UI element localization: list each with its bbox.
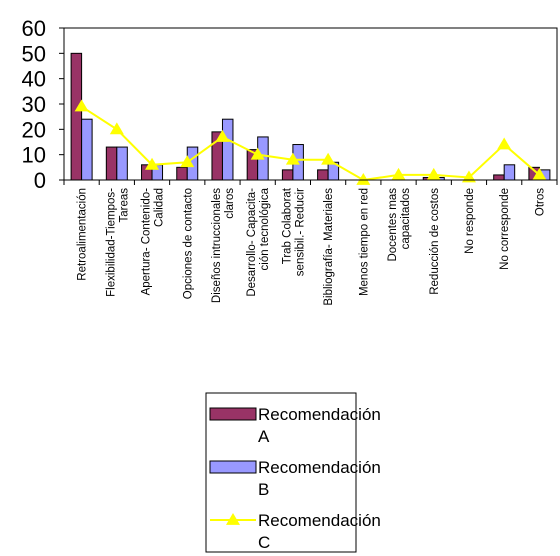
y-tick-label: 0 [34, 168, 46, 193]
series-line [81, 105, 541, 182]
x-tick-label: Docentes mas capacitados [387, 188, 412, 262]
series-marker [391, 167, 406, 180]
legend-label: Recomendación [258, 511, 381, 530]
x-tick-label-line: Retroalimentación [77, 188, 89, 281]
x-tick-label-line: Otros [534, 188, 546, 216]
bar [281, 169, 294, 181]
legend-swatch-marker [226, 513, 240, 525]
x-tick-label-line: Opciones de contacto [182, 188, 194, 299]
series-marker [180, 155, 195, 168]
legend-swatch [209, 407, 257, 421]
x-tick-label: Bibliografía- Materiales [323, 188, 335, 306]
x-tick-label-line: Menos tiempo en red [358, 188, 370, 296]
x-tick-label-line: Calidad [154, 188, 166, 227]
x-tick-label: Apertura- Contenido- Calidad [141, 188, 166, 296]
x-axis: Retroalimentación Flexibilidad-Tiempos- Ta… [63, 179, 558, 306]
bar [81, 118, 93, 181]
series-marker [74, 99, 89, 112]
series-marker [532, 167, 547, 180]
x-tick-label-line: sensibil.- Reducir [294, 188, 306, 276]
x-tick-label-line: Trab Colaborat [281, 187, 293, 264]
series-marker [497, 137, 512, 150]
x-tick-label: Retroalimentación [77, 188, 89, 281]
series-marker [426, 167, 441, 180]
series-marker [285, 152, 300, 165]
series-marker [321, 152, 336, 165]
bar [105, 146, 118, 181]
x-tick-label: Opciones de contacto [182, 188, 194, 299]
x-tick-label-line: Tareas [118, 188, 130, 223]
y-tick-label: 40 [22, 67, 46, 92]
plot-area [64, 27, 558, 185]
x-tick-label-line: No corresponde [499, 188, 511, 270]
x-tick-label: No corresponde [499, 188, 511, 270]
bar [176, 166, 188, 181]
y-tick-label: 30 [22, 92, 46, 117]
x-tick-label: Desarrollo- Capacita-ción tecnológica [246, 187, 271, 296]
x-tick-label: Menos tiempo en red [358, 188, 370, 296]
y-tick-label: 20 [22, 117, 46, 142]
bar [317, 169, 329, 181]
legend-label: A [258, 427, 270, 446]
x-tick-label-line: Bibliografía- Materiales [323, 188, 335, 306]
x-tick-label-line: Diseños intruccionales [211, 188, 223, 303]
series-marker [356, 173, 371, 185]
legend-swatch [209, 460, 257, 474]
x-tick-label-line: No responde [464, 188, 476, 254]
legend-label: B [258, 480, 269, 499]
legend-label: C [258, 533, 270, 552]
y-tick-label: 50 [22, 41, 46, 66]
x-tick-label-line: Flexibilidad-Tiempos- [105, 188, 117, 297]
x-tick-label: No responde [464, 188, 476, 254]
x-tick-label-line: Desarrollo- Capacita- [246, 188, 258, 297]
legend: Recomendación A Recomendación B Recomendació… [205, 392, 381, 553]
y-tick-label: 10 [22, 143, 46, 168]
x-tick-label-line: Apertura- Contenido- [141, 188, 153, 296]
bar [503, 164, 516, 181]
x-tick-label-line: ción tecnológica [259, 187, 271, 270]
x-tick-label: Otros [534, 188, 546, 216]
x-tick-label-line: claros [224, 188, 236, 219]
bar [116, 146, 128, 181]
x-tick-label: Diseños intruccionales claros [211, 188, 236, 303]
series-marker [215, 129, 230, 142]
series-marker [145, 157, 160, 170]
bar [221, 118, 234, 181]
bar [70, 52, 83, 181]
plot-border [64, 27, 558, 180]
series-marker [250, 147, 265, 160]
x-tick-label-line: Reducción de costos [429, 188, 441, 295]
legend-label: Recomendación [258, 458, 381, 477]
x-tick-label-line: capacitados [400, 188, 412, 250]
x-tick-label: Flexibilidad-Tiempos- Tareas [105, 188, 130, 297]
legend-label: Recomendación [258, 405, 381, 424]
bar [493, 174, 505, 181]
series-marker [109, 122, 124, 135]
y-tick-label: 60 [22, 16, 46, 41]
x-tick-label: Trab Colaborat sensibil.- Reducir [281, 187, 306, 276]
x-tick-label: Reducción de costos [429, 188, 441, 295]
x-tick-label-line: Docentes mas [387, 188, 399, 262]
series-marker [461, 170, 476, 183]
